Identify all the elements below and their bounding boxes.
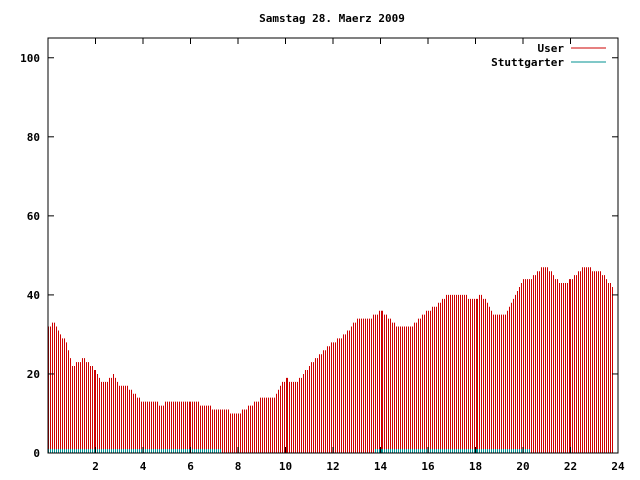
x-tick-label: 2 bbox=[92, 460, 99, 473]
bars-layer bbox=[48, 267, 613, 453]
y-tick-label: 0 bbox=[33, 447, 40, 460]
chart-title: Samstag 28. Maerz 2009 bbox=[259, 12, 405, 25]
x-tick-label: 6 bbox=[187, 460, 194, 473]
x-tick-label: 20 bbox=[516, 460, 529, 473]
y-tick-label: 40 bbox=[27, 289, 40, 302]
y-tick-label: 80 bbox=[27, 131, 40, 144]
legend: User Stuttgarter bbox=[491, 42, 606, 69]
x-tick-label: 4 bbox=[140, 460, 147, 473]
x-tick-label: 24 bbox=[611, 460, 625, 473]
legend-label-stuttgarter: Stuttgarter bbox=[491, 56, 564, 69]
x-tick-label: 16 bbox=[421, 460, 435, 473]
x-tick-label: 18 bbox=[469, 460, 482, 473]
x-tick-label: 14 bbox=[374, 460, 388, 473]
y-tick-label: 60 bbox=[27, 210, 40, 223]
x-tick-label: 12 bbox=[326, 460, 339, 473]
y-tick-label: 20 bbox=[27, 368, 40, 381]
x-tick-label: 10 bbox=[279, 460, 292, 473]
x-tick-label: 8 bbox=[235, 460, 242, 473]
x-tick-label: 22 bbox=[564, 460, 577, 473]
legend-label-user: User bbox=[538, 42, 565, 55]
y-tick-label: 100 bbox=[20, 52, 40, 65]
